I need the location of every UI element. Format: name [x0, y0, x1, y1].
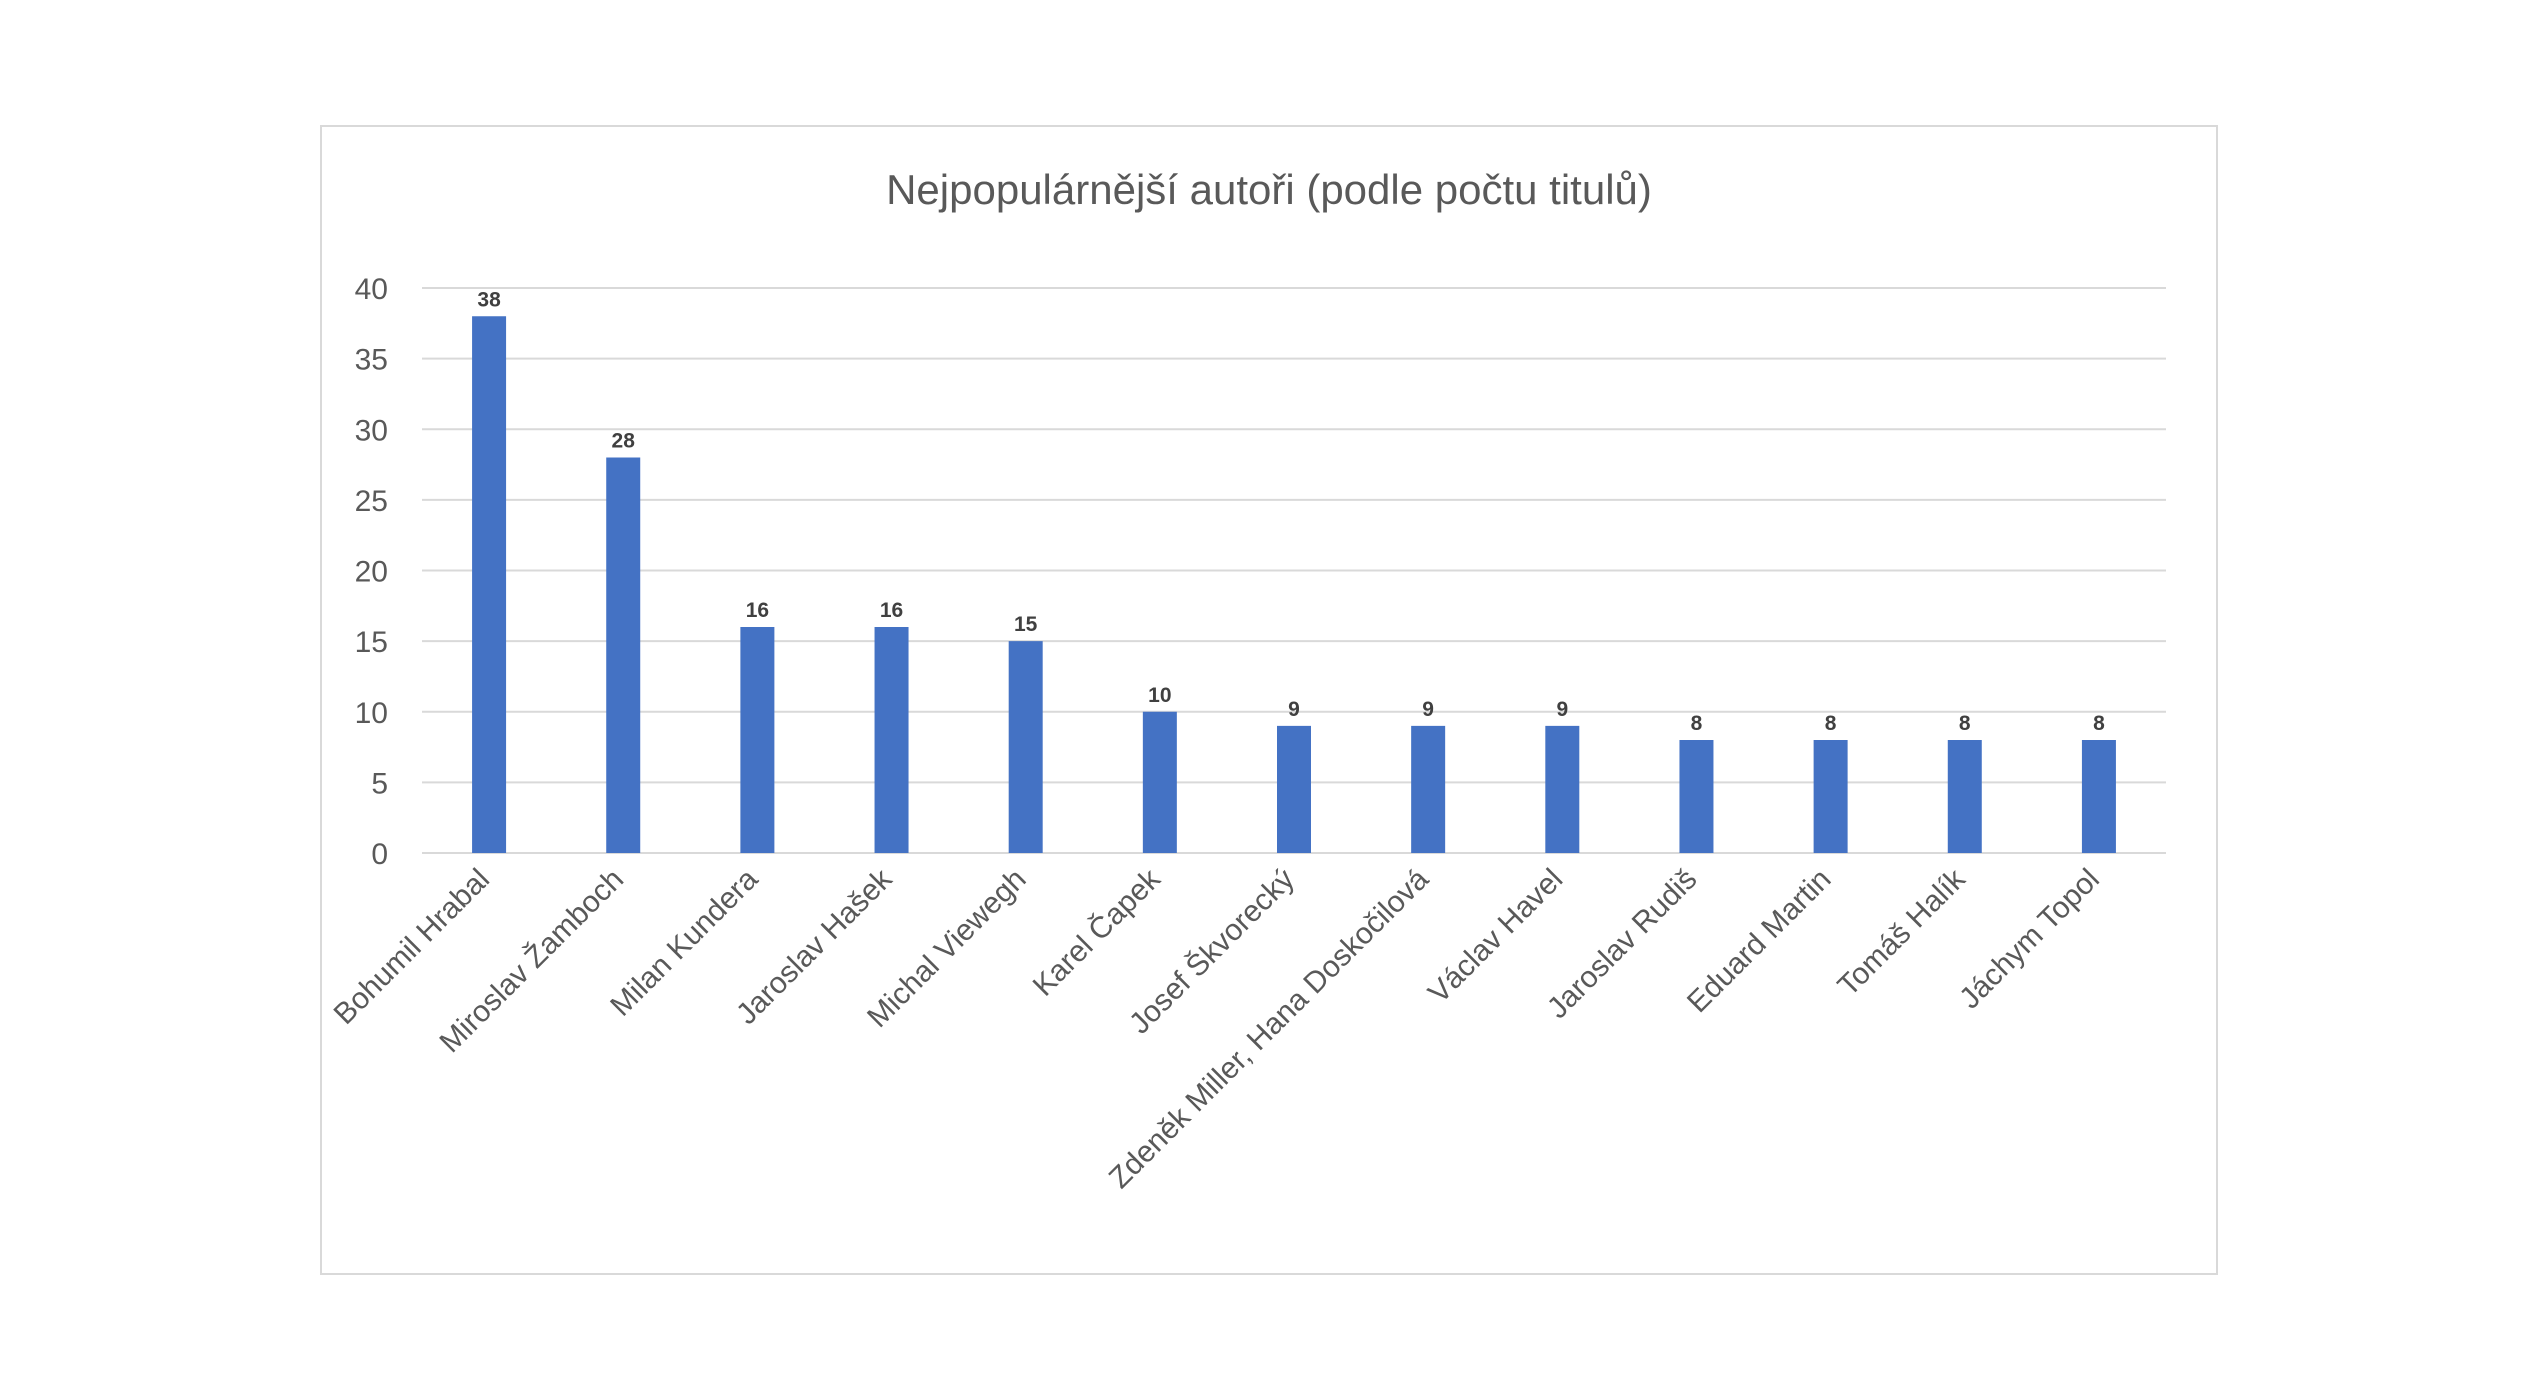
data-label: 8	[2093, 712, 2105, 735]
bar	[874, 627, 909, 853]
data-label: 16	[746, 599, 769, 622]
data-label: 38	[477, 288, 501, 311]
y-axis-ticks: 0 5 10 15 20 25 30 35 40	[355, 273, 388, 871]
y-tick-label: 5	[371, 767, 388, 800]
bar	[1277, 725, 1311, 853]
data-label: 8	[1825, 712, 1837, 735]
bar	[1411, 725, 1446, 853]
data-label: 9	[1556, 698, 1568, 721]
x-category-label: Eduard Martin	[1681, 863, 1838, 1020]
y-tick-label: 35	[355, 344, 388, 377]
data-label: 28	[612, 430, 636, 453]
x-category-label: Karel Čapek	[1026, 861, 1167, 1002]
x-category-label: Jáchym Topol	[1953, 863, 2106, 1016]
bars	[472, 316, 2116, 853]
chart-frame: Nejpopulárnější autoři (podle počtu titu…	[320, 125, 2218, 1275]
bar	[1142, 711, 1177, 853]
y-tick-label: 0	[371, 838, 388, 871]
data-label: 8	[1959, 712, 1971, 735]
bar	[2081, 740, 2116, 853]
data-label: 8	[1691, 712, 1703, 735]
bar-chart: Nejpopulárnější autoři (podle počtu titu…	[328, 166, 2166, 1195]
bar	[1545, 725, 1580, 853]
bar	[1947, 740, 1982, 853]
data-label: 9	[1288, 698, 1300, 721]
y-tick-label: 15	[355, 626, 388, 659]
x-category-label: Václav Havel	[1422, 863, 1569, 1010]
data-label: 16	[880, 599, 903, 622]
chart-title: Nejpopulárnější autoři (podle počtu titu…	[886, 166, 1652, 213]
bar	[740, 627, 775, 853]
y-tick-label: 30	[355, 414, 388, 447]
y-tick-label: 20	[355, 556, 388, 589]
x-category-label: Tomáš Halík	[1832, 862, 1973, 1003]
bar	[472, 316, 507, 853]
y-tick-label: 40	[355, 273, 388, 306]
bar	[606, 457, 641, 853]
y-tick-label: 10	[355, 697, 388, 730]
data-label: 9	[1422, 698, 1434, 721]
y-tick-label: 25	[355, 485, 388, 518]
data-label: 15	[1014, 613, 1038, 636]
bar	[1008, 641, 1043, 853]
data-labels: 38 28 16 16 15 10 9 9 9 8 8 8 8	[477, 288, 2105, 735]
bar	[1813, 740, 1848, 853]
bar	[1679, 740, 1714, 853]
data-label: 10	[1148, 684, 1171, 707]
gridlines	[422, 287, 2166, 854]
